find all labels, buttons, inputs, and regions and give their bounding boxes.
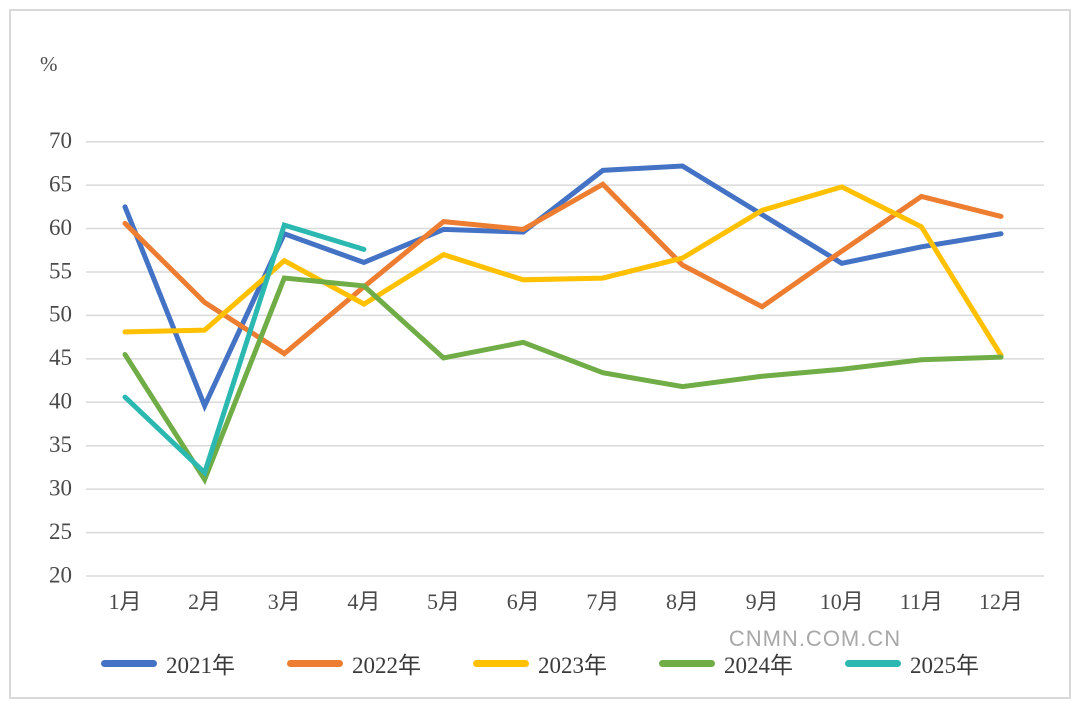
x-axis-month-label: 1月 — [108, 589, 141, 614]
x-axis-month-label: 11月 — [900, 589, 943, 614]
legend-swatch — [845, 659, 901, 667]
x-axis-month-label: 5月 — [427, 589, 460, 614]
x-axis-month-label: 6月 — [507, 589, 540, 614]
legend-label: 2022年 — [352, 653, 421, 678]
y-axis-tick-label: 65 — [49, 171, 72, 196]
x-axis-month-label: 2月 — [188, 589, 221, 614]
y-axis-unit-label: % — [40, 52, 58, 76]
legend-item-2021年: 2021年 — [101, 646, 235, 680]
y-axis-tick-label: 25 — [49, 519, 72, 544]
series-line-2024年 — [122, 275, 1004, 486]
chart-legend: 2021年 2022年 2023年 2024年 2025年 — [0, 646, 1080, 680]
y-axis-tick-label: 35 — [49, 432, 72, 457]
x-axis-month-label: 3月 — [268, 589, 301, 614]
x-axis-month-label: 4月 — [347, 589, 380, 614]
legend-item-2024年: 2024年 — [659, 646, 793, 680]
y-axis-tick-label: 45 — [49, 345, 72, 370]
legend-label: 2024年 — [724, 653, 793, 678]
legend-swatch — [659, 659, 715, 667]
watermark-text: CNMN.COM.CN — [728, 626, 902, 651]
legend-item-2022年: 2022年 — [287, 646, 421, 680]
x-axis-month-label: 12月 — [979, 589, 1023, 614]
series-line-2023年 — [122, 184, 1004, 358]
series-lines-group — [122, 163, 1004, 486]
legend-label: 2023年 — [538, 653, 607, 678]
gridlines-group — [86, 140, 1044, 577]
legend-item-2025年: 2025年 — [845, 646, 979, 680]
y-axis-tick-label: 50 — [49, 302, 72, 327]
y-axis-tick-labels-group: 70 65 60 55 50 45 40 35 30 25 20 — [49, 128, 72, 587]
legend-label: 2021年 — [166, 653, 235, 678]
legend-swatch — [287, 659, 343, 667]
legend-swatch — [101, 659, 157, 667]
y-axis-tick-label: 60 — [49, 215, 72, 240]
legend-item-2023年: 2023年 — [473, 646, 607, 680]
y-axis-tick-label: 70 — [49, 128, 72, 153]
legend-label: 2025年 — [910, 653, 979, 678]
y-axis-tick-label: 40 — [49, 389, 72, 414]
y-axis-tick-label: 20 — [49, 562, 72, 587]
x-axis-month-label: 7月 — [586, 589, 619, 614]
x-axis-month-label: 10月 — [820, 589, 864, 614]
x-axis-month-labels-group: 1月 2月 3月 4月 5月 6月 7月 8月 9月 10月 11月 12月 — [108, 589, 1023, 614]
series-line-2025年 — [122, 221, 367, 478]
x-axis-month-label: 8月 — [666, 589, 699, 614]
series-line-2022年 — [122, 181, 1004, 357]
y-axis-tick-label: 55 — [49, 258, 72, 283]
y-axis-tick-label: 30 — [49, 475, 72, 500]
legend-swatch — [473, 659, 529, 667]
x-axis-month-label: 9月 — [746, 589, 779, 614]
